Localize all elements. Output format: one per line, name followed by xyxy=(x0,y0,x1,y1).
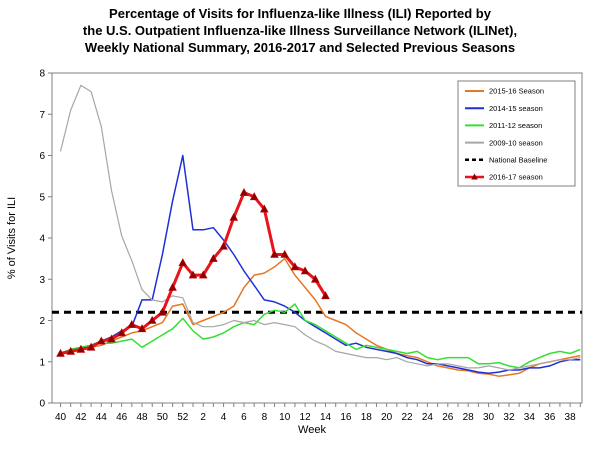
x-tick-label: 8 xyxy=(262,412,268,423)
x-tick-label: 48 xyxy=(136,412,148,423)
y-tick-label: 6 xyxy=(39,151,45,162)
x-tick-label: 30 xyxy=(483,412,495,423)
legend: 2015-16 Season 2014-15 season 2011-12 seas… xyxy=(457,80,576,187)
data-point-marker xyxy=(259,204,269,213)
x-tick-label: 12 xyxy=(300,412,312,423)
x-tick-label: 6 xyxy=(241,412,247,423)
y-tick-label: 1 xyxy=(39,357,45,368)
data-point-marker xyxy=(310,274,320,283)
x-tick-label: 46 xyxy=(116,412,128,423)
x-tick-label: 16 xyxy=(340,412,352,423)
x-tick-label: 32 xyxy=(503,412,515,423)
x-tick-label: 22 xyxy=(401,412,413,423)
data-point-marker xyxy=(239,187,249,196)
y-tick-label: 7 xyxy=(39,110,45,121)
data-point-marker xyxy=(137,324,147,333)
y-tick-label: 0 xyxy=(39,399,45,410)
data-point-marker xyxy=(321,291,330,300)
x-tick-label: 26 xyxy=(442,412,454,423)
data-point-marker xyxy=(290,262,300,271)
data-point-marker xyxy=(209,253,218,262)
y-tick-label: 3 xyxy=(39,275,45,286)
data-point-marker xyxy=(76,344,86,353)
series-line-2011-12-season xyxy=(60,303,581,369)
y-tick-label: 2 xyxy=(39,316,45,327)
data-point-marker xyxy=(117,328,127,337)
x-tick-label: 50 xyxy=(157,412,169,423)
series-line-2009-10-season xyxy=(59,84,581,371)
data-point-marker xyxy=(188,270,198,279)
y-tick-label: 8 xyxy=(39,69,45,80)
data-point-marker xyxy=(300,266,310,275)
chart-title: Percentage of Visits for Influenza-like … xyxy=(0,5,600,56)
chart-title-line-1: Percentage of Visits for Influenza-like … xyxy=(109,6,491,21)
chart-title-line-2: the U.S. Outpatient Influenza-like Illne… xyxy=(82,23,518,38)
series-line-2015-16-season xyxy=(60,257,581,377)
data-point-marker xyxy=(158,307,167,316)
chart-title-line-3: Weekly National Summary, 2016-2017 and S… xyxy=(84,40,516,55)
data-point-marker xyxy=(86,342,96,351)
legend-label: National Baseline xyxy=(489,156,547,165)
data-point-marker xyxy=(107,334,116,343)
data-point-marker xyxy=(96,336,106,345)
legend-marker xyxy=(471,173,478,180)
x-tick-label: 18 xyxy=(361,412,373,423)
legend-label: 2016-17 season xyxy=(489,173,543,182)
x-tick-label: 4 xyxy=(221,412,227,423)
data-point-marker xyxy=(229,212,239,221)
data-point-marker xyxy=(147,315,157,324)
y-axis: 0 1 2 3 4 5 6 7 8 xyxy=(39,69,52,410)
data-point-marker xyxy=(198,270,208,279)
x-axis: 40 42 44 46 48 50 52 2 4 6 8 10 12 14 16 18 20 22 24 26 28 30… xyxy=(55,403,581,423)
legend-label: 2011-12 season xyxy=(489,121,542,130)
y-axis-label: % of Visits for ILI xyxy=(6,197,18,279)
data-point-marker xyxy=(219,241,228,250)
x-tick-label: 36 xyxy=(544,412,556,423)
x-tick-label: 52 xyxy=(177,412,189,423)
legend-box xyxy=(457,80,576,187)
x-tick-label: 28 xyxy=(463,412,475,423)
data-point-marker xyxy=(178,258,188,267)
data-point-marker xyxy=(280,249,290,258)
x-tick-label: 34 xyxy=(524,412,536,423)
legend-label: 2014-15 season xyxy=(489,104,543,113)
data-point-marker xyxy=(127,319,137,328)
x-tick-label: 44 xyxy=(96,412,108,423)
data-point-marker xyxy=(66,346,76,355)
data-point-marker xyxy=(270,249,279,258)
x-tick-label: 24 xyxy=(422,412,434,423)
data-point-marker xyxy=(249,192,259,201)
y-tick-label: 5 xyxy=(39,192,45,203)
x-tick-label: 20 xyxy=(381,412,393,423)
x-tick-label: 10 xyxy=(279,412,291,423)
x-tick-label: 38 xyxy=(565,412,577,423)
series-line-2014-15-season xyxy=(60,154,581,375)
series-layer xyxy=(56,84,581,377)
y-tick-label: 4 xyxy=(39,234,45,245)
x-tick-label: 14 xyxy=(320,412,332,423)
legend-label: 2015-16 Season xyxy=(489,87,544,96)
data-point-marker xyxy=(56,348,65,357)
legend-label: 2009-10 season xyxy=(489,138,543,147)
x-axis-label: Week xyxy=(298,424,326,436)
x-tick-label: 2 xyxy=(200,412,206,423)
data-point-marker xyxy=(168,282,177,291)
x-tick-label: 42 xyxy=(75,412,87,423)
x-tick-label: 40 xyxy=(55,412,67,423)
